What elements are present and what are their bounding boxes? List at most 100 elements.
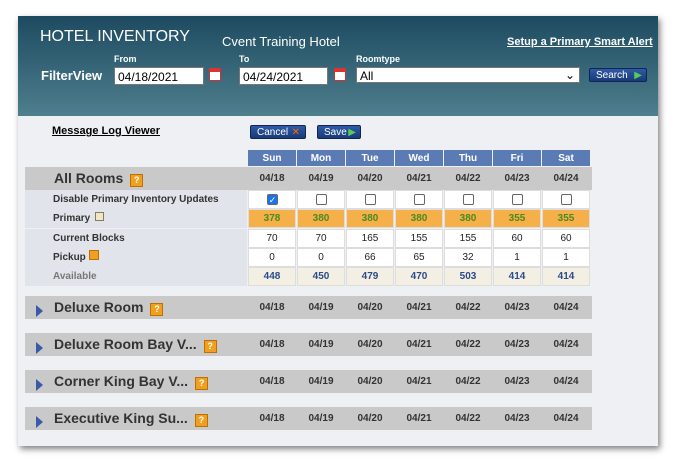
date: 04/23 — [504, 339, 530, 350]
cell: 414 — [493, 267, 541, 286]
calendar-icon[interactable] — [334, 68, 346, 81]
cell: 380 — [297, 209, 345, 228]
date: 04/18 — [259, 376, 285, 387]
cell: 70 — [297, 229, 345, 248]
date: 04/18 — [259, 413, 285, 424]
checkbox[interactable] — [561, 194, 572, 205]
smart-alert-link[interactable]: Setup a Primary Smart Alert — [507, 36, 653, 48]
label-cell — [25, 229, 247, 248]
date: 04/20 — [357, 173, 383, 184]
cell: ✓ — [248, 190, 296, 209]
cell: 165 — [346, 229, 394, 248]
checkbox[interactable] — [463, 194, 474, 205]
save-button[interactable]: Save ▶ — [317, 125, 361, 139]
date: 04/19 — [308, 376, 334, 387]
group-title: All Rooms — [54, 170, 124, 186]
from-input[interactable]: 04/18/2021 — [114, 67, 204, 85]
day-header: Sat — [542, 150, 590, 166]
expand-icon[interactable] — [36, 342, 43, 354]
help-icon[interactable]: ? — [130, 174, 144, 187]
group-title: Executive King Su... — [54, 410, 188, 426]
date: 04/20 — [357, 302, 383, 313]
cell: 155 — [395, 229, 443, 248]
message-log-link[interactable]: Message Log Viewer — [52, 125, 161, 137]
group-title: Deluxe Room Bay V... — [54, 336, 197, 352]
date: 04/24 — [553, 339, 579, 350]
label-cell — [25, 248, 247, 267]
row-label: Primary — [53, 213, 91, 224]
date: 04/18 — [259, 339, 285, 350]
day-header: Sun — [248, 150, 296, 166]
cell: 378 — [248, 209, 296, 228]
filter-label: FilterView — [41, 68, 103, 83]
checkbox[interactable] — [512, 194, 523, 205]
date: 04/21 — [406, 173, 432, 184]
group-row — [25, 333, 592, 356]
checkbox[interactable] — [316, 194, 327, 205]
date: 04/24 — [553, 413, 579, 424]
cell: 66 — [346, 248, 394, 267]
group-row — [25, 407, 592, 430]
checkbox[interactable]: ✓ — [267, 194, 278, 205]
row-label: Current Blocks — [53, 233, 125, 244]
date: 04/22 — [455, 302, 481, 313]
cell: 0 — [248, 248, 296, 267]
cell: 32 — [444, 248, 492, 267]
cell: 414 — [542, 267, 590, 286]
help-icon[interactable]: ? — [150, 303, 164, 316]
expand-icon[interactable] — [36, 379, 43, 391]
cell: 450 — [297, 267, 345, 286]
label-cell — [25, 190, 247, 209]
pickup-icon[interactable] — [89, 250, 99, 260]
cell — [346, 190, 394, 209]
expand-icon[interactable] — [36, 416, 43, 428]
calendar-icon[interactable] — [209, 68, 221, 81]
date: 04/21 — [406, 376, 432, 387]
to-input[interactable]: 04/24/2021 — [239, 67, 328, 85]
search-text: Search — [596, 70, 628, 81]
cell: 60 — [542, 229, 590, 248]
group-row — [25, 167, 592, 190]
hotel-name: Cvent Training Hotel — [222, 34, 340, 49]
home-icon — [95, 212, 104, 221]
date: 04/21 — [406, 339, 432, 350]
label-cell — [25, 267, 247, 286]
roomtype-select[interactable]: All ⌄ — [356, 67, 580, 83]
label-cell — [25, 209, 247, 228]
help-icon[interactable]: ? — [203, 340, 217, 353]
from-label: From — [114, 54, 137, 64]
date: 04/22 — [455, 339, 481, 350]
arrow-icon: ▶ — [634, 70, 642, 81]
date: 04/24 — [553, 302, 579, 313]
title: HOTEL INVENTORY — [40, 28, 190, 45]
help-icon[interactable]: ? — [194, 414, 208, 427]
group-row — [25, 370, 592, 393]
dropdown-arrow: ⌄ — [564, 68, 575, 82]
expand-icon[interactable] — [36, 305, 43, 317]
help-icon[interactable]: ? — [195, 377, 209, 390]
cancel-text: Cancel — [257, 127, 289, 138]
cell: 380 — [346, 209, 394, 228]
cell — [493, 190, 541, 209]
date: 04/20 — [357, 413, 383, 424]
cell: 355 — [542, 209, 590, 228]
row-label: Disable Primary Inventory Updates — [53, 194, 219, 205]
cell: 503 — [444, 267, 492, 286]
checkbox[interactable] — [365, 194, 376, 205]
group-title: Corner King Bay V... — [54, 373, 189, 389]
cell: 380 — [395, 209, 443, 228]
search-button[interactable]: Search ▶ — [589, 68, 647, 82]
cell: 479 — [346, 267, 394, 286]
date: 04/23 — [504, 376, 530, 387]
date: 04/22 — [455, 413, 481, 424]
cell: 470 — [395, 267, 443, 286]
group-row — [25, 296, 592, 319]
cell: 1 — [493, 248, 541, 267]
day-header: Wed — [395, 150, 443, 166]
checkbox[interactable] — [414, 194, 425, 205]
date: 04/19 — [308, 302, 334, 313]
row-label: Available — [53, 271, 97, 282]
cancel-button[interactable]: Cancel ✕ — [250, 125, 306, 139]
day-header: Thu — [444, 150, 492, 166]
date: 04/19 — [308, 413, 334, 424]
